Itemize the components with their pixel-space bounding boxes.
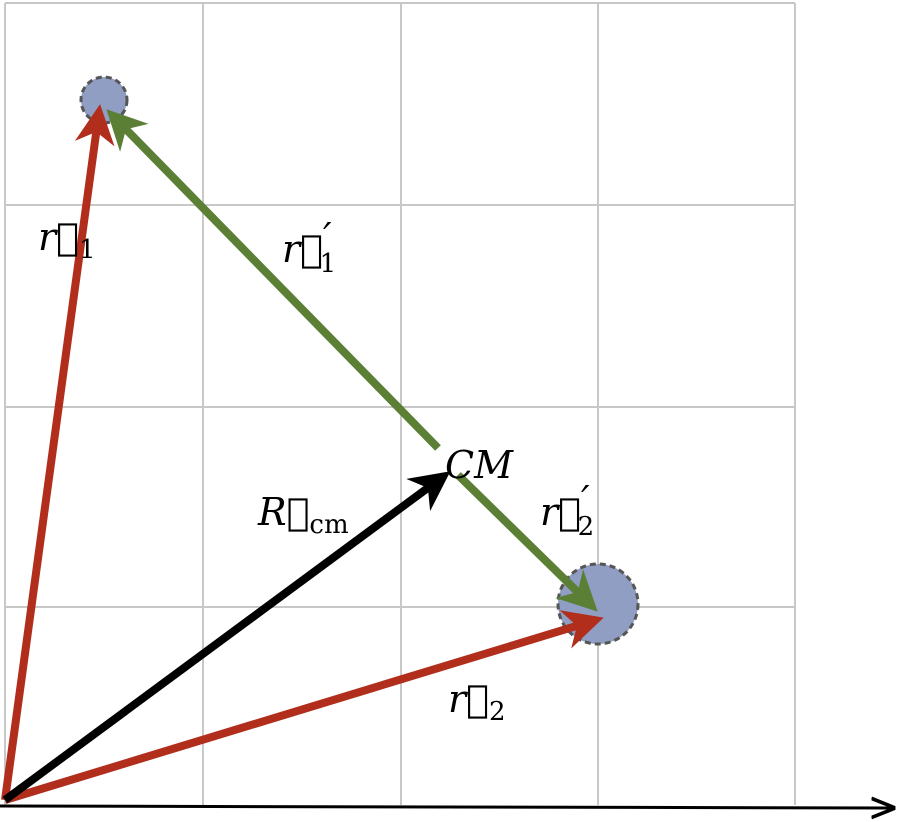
grid: [4, 2, 796, 805]
vector-r-cm: [2, 471, 451, 804]
label-sub: 1: [79, 235, 96, 265]
label-base: r⃗: [282, 227, 323, 271]
label-sub: 2: [489, 697, 506, 727]
label-cm: CM: [445, 443, 514, 487]
vector-r2-prime: [455, 472, 598, 612]
vector-r2: [3, 610, 604, 804]
vector-r1-prime: [106, 109, 441, 451]
x-axis: [0, 806, 893, 808]
label-sub: 1: [320, 249, 337, 279]
label-sup: ′: [581, 478, 590, 522]
label-r1-prime: r⃗′ 1: [282, 215, 336, 279]
label-r2: r⃗2: [448, 677, 506, 727]
label-r1: r⃗1: [38, 215, 96, 265]
label-base: r⃗: [540, 490, 581, 534]
label-r-cm: R⃗cm: [257, 490, 349, 540]
mass-1: [79, 75, 129, 125]
label-r2-prime: r⃗′ 2: [540, 478, 594, 542]
label-base: r⃗: [448, 677, 489, 721]
label-base: R⃗: [257, 490, 309, 534]
label-base: r⃗: [38, 215, 79, 259]
vector-r1: [1, 104, 115, 801]
label-sub: cm: [309, 510, 348, 540]
label-sup: ′: [323, 215, 332, 259]
label-sub: 2: [578, 512, 595, 542]
